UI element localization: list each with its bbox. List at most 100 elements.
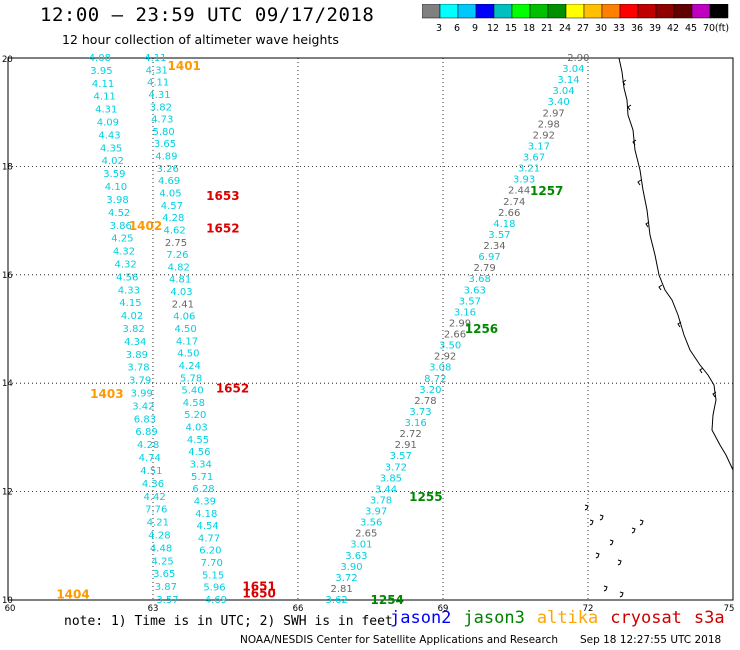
x-tick-label: 72	[583, 604, 594, 614]
wave-height-label: 4.28	[148, 530, 170, 541]
time-label: 1255	[409, 490, 442, 504]
wave-height-label: 3.04	[552, 86, 574, 97]
chart-subtitle: 12 hour collection of altimeter wave hei…	[62, 32, 339, 47]
wave-height-label: 4.54	[196, 521, 218, 532]
wave-height-label: 2.99	[449, 318, 471, 329]
wave-height-label: 6.20	[199, 546, 221, 557]
legend-item-s3a: s3a	[693, 608, 725, 628]
wave-height-label: 4.25	[152, 556, 174, 567]
wave-height-label: 4.15	[119, 298, 141, 309]
wave-height-label: 4.82	[168, 262, 190, 273]
colorbar-label: 18	[523, 23, 535, 34]
wave-height-label: 2.66	[444, 330, 466, 341]
colorbar-label: 30	[595, 23, 607, 34]
wave-height-label: 2.78	[414, 396, 436, 407]
colorbar-label: 21	[541, 23, 553, 34]
wave-height-label: 4.31	[146, 65, 168, 76]
wave-height-label: 4.28	[137, 440, 159, 451]
wave-height-label: 3.01	[350, 540, 372, 551]
island	[584, 504, 589, 511]
time-label: 1402	[129, 219, 162, 233]
wave-height-label: 4.39	[194, 496, 216, 507]
wave-height-label: 3.08	[429, 363, 451, 374]
colorbar-label: 9	[472, 23, 478, 34]
wave-height-label: 4.51	[140, 466, 162, 477]
colorbar-label: (ft)	[715, 23, 729, 34]
wave-height-label: 3.97	[365, 507, 387, 518]
wave-height-label: 4.56	[188, 447, 210, 458]
time-label: 1403	[90, 387, 123, 401]
wave-height-label: 2.92	[434, 352, 456, 363]
y-tick-label: 16	[2, 271, 13, 281]
plot-frame	[7, 57, 734, 601]
wave-height-label: 4.05	[159, 189, 181, 200]
wave-height-label: 3.72	[335, 573, 357, 584]
wave-height-label: 3.87	[155, 582, 177, 593]
colorbar-swatch	[709, 4, 729, 19]
colorbar-label: 33	[613, 23, 625, 34]
legend-item-cryosat: cryosat	[610, 608, 682, 628]
colorbar-label: 70	[703, 23, 715, 34]
wave-height-label: 3.98	[106, 195, 128, 206]
wave-height-label: 3.82	[150, 102, 172, 113]
wave-height-label: 3.40	[547, 97, 569, 108]
footer-note: note: 1) Time is in UTC; 2) SWH is in fe…	[64, 614, 393, 629]
colorbar-label: 36	[631, 23, 643, 34]
wave-height-label: 3.78	[370, 495, 392, 506]
island	[631, 527, 636, 534]
wave-height-label: 4.32	[113, 247, 135, 258]
wave-height-label: 3.14	[557, 75, 579, 86]
time-label: 1256	[465, 322, 498, 336]
wave-height-label: 4.73	[151, 115, 173, 126]
wave-height-label: 4.33	[118, 285, 140, 296]
wave-height-label: 4.56	[116, 272, 138, 283]
wave-height-label: 3.04	[562, 64, 584, 75]
wave-height-label: 4.57	[161, 201, 183, 212]
wave-height-label: 4.06	[173, 312, 195, 323]
wave-height-label: 3.16	[454, 307, 476, 318]
colorbar-label: 45	[685, 23, 697, 34]
wave-height-label: 3.63	[345, 551, 367, 562]
wave-height-label: 2.65	[355, 529, 377, 540]
wave-height-label: 4.31	[95, 105, 117, 116]
y-tick-label: 10	[2, 596, 13, 606]
wave-height-label: 4.48	[150, 543, 172, 554]
wave-height-label: 6.83	[134, 414, 156, 425]
x-tick-label: 63	[148, 604, 159, 614]
legend-item-jason2: jason2	[390, 608, 452, 628]
time-label: 1651	[242, 579, 275, 593]
wave-height-label: 2.81	[330, 584, 352, 595]
colorbar-label: 27	[577, 23, 589, 34]
x-tick-label: 60	[5, 604, 16, 614]
wave-height-label: 4.03	[170, 287, 192, 298]
wave-height-label: 3.93	[513, 175, 535, 186]
wave-height-label: 2.92	[533, 130, 555, 141]
wave-height-label: 4.69	[158, 176, 180, 187]
wave-height-label: 3.73	[409, 407, 431, 418]
wave-height-label: 5.20	[184, 410, 206, 421]
wave-height-label: 4.11	[144, 53, 166, 64]
wave-height-label: 4.08	[89, 53, 111, 64]
wave-height-label: 3.57	[459, 296, 481, 307]
wave-height-label: 3.42	[132, 401, 154, 412]
island	[617, 559, 622, 566]
wave-height-label: 4.55	[187, 435, 209, 446]
wave-height-label: 3.50	[439, 341, 461, 352]
island	[619, 591, 624, 598]
wave-height-label: 5.78	[180, 373, 202, 384]
wave-height-label: 3.90	[340, 562, 362, 573]
wave-height-label: 4.10	[105, 182, 127, 193]
wave-height-label: 4.31	[148, 90, 170, 101]
y-tick-label: 18	[2, 162, 13, 172]
wave-height-label: 4.69	[205, 595, 227, 606]
wave-height-label: 2.98	[538, 119, 560, 130]
wave-height-label: 3.79	[129, 376, 151, 387]
wave-height-label: 3.44	[375, 484, 397, 495]
wave-height-label: 4.02	[121, 311, 143, 322]
wave-height-label: 2.34	[483, 241, 505, 252]
island	[589, 519, 594, 526]
colorbar-label: 15	[505, 23, 517, 34]
satellite-legend: jason2 jason3 altika cryosat s3a	[390, 608, 737, 628]
coast-detail	[622, 79, 627, 86]
wave-height-label: 4.36	[142, 479, 164, 490]
